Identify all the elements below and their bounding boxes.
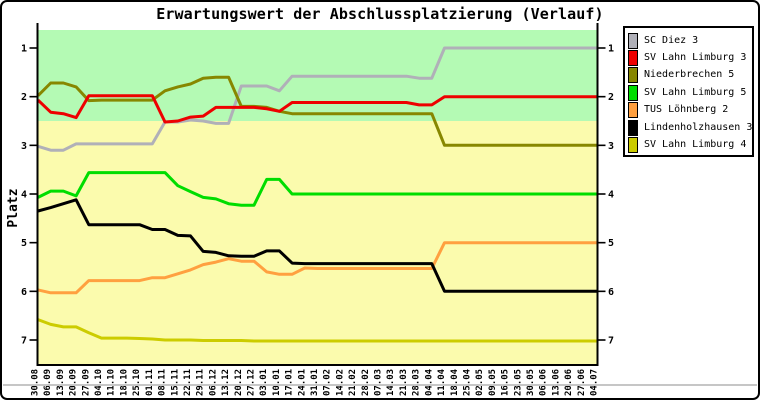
y-tick-label: 4 [608, 190, 614, 201]
legend-label: SV Lahn Limburg 4 [644, 139, 747, 151]
series-line-sc-diez-3 [37, 46, 597, 152]
x-tick-label: 25.10 [132, 369, 142, 396]
y-tick-label: 7 [21, 336, 27, 347]
x-tick-label: 22.11 [183, 369, 193, 396]
x-tick-label: 13.09 [56, 369, 66, 396]
y-tick-label: 5 [608, 238, 614, 249]
legend-label: SC Diez 3 [644, 34, 699, 46]
legend-item: Lindenholzhausen 3 [628, 119, 752, 136]
legend-label: Lindenholzhausen 3 [644, 121, 753, 133]
x-tick-label: 29.11 [196, 369, 206, 396]
legend-item: TUS Löhnberg 2 [628, 102, 752, 119]
x-tick-label: 24.01 [297, 369, 307, 396]
x-tick-label: 04.10 [94, 369, 104, 396]
x-tick-label: 21.03 [399, 369, 409, 396]
y-tick-label: 3 [21, 141, 27, 152]
legend-item: SC Diez 3 [628, 32, 752, 49]
legend-swatch [628, 119, 638, 136]
series-line-lindenholzhausen-3 [37, 198, 597, 293]
series-line-sv-lahn-limburg-5 [37, 171, 597, 207]
y-tick-label: 2 [21, 92, 27, 103]
legend-label: TUS Löhnberg 2 [644, 104, 729, 116]
x-tick-label: 17.01 [285, 369, 295, 396]
x-tick-label: 13.06 [551, 369, 561, 396]
x-tick-label: 27.12 [246, 369, 256, 396]
x-tick-label: 28.02 [361, 369, 371, 396]
legend-swatch [628, 137, 638, 154]
x-tick-label: 27.09 [81, 369, 91, 396]
legend-item: SV Lahn Limburg 4 [628, 136, 752, 154]
x-tick-label: 21.02 [348, 369, 358, 396]
x-tick-label: 04.07 [590, 369, 600, 396]
legend-item: Niederbrechen 5 [628, 67, 752, 84]
series-line-sv-lahn-limburg-3 [36, 94, 597, 124]
x-tick-label: 18.04 [450, 368, 460, 396]
bottom-separator [3, 384, 757, 386]
x-tick-label: 01.11 [145, 369, 155, 396]
chart-title: Erwartungswert der Abschlussplatzierung … [156, 5, 604, 23]
x-tick-label: 30.05 [526, 369, 536, 396]
x-tick-label: 20.06 [564, 369, 574, 396]
x-tick-label: 04.04 [424, 368, 434, 396]
legend-label: Niederbrechen 5 [644, 69, 735, 81]
series-line-sv-lahn-limburg-4 [37, 318, 597, 343]
legend-swatch [628, 32, 638, 49]
y-tick-label: 4 [21, 190, 27, 201]
x-tick-label: 08.11 [158, 369, 168, 396]
y-tick-label: 1 [608, 44, 614, 55]
series-line-tus-lohnberg-2 [37, 241, 597, 295]
series-line-niederbrechen-5 [36, 75, 597, 147]
y-tick-label: 2 [608, 92, 614, 103]
x-tick-label: 30.08 [31, 369, 41, 396]
x-tick-label: 13.12 [221, 369, 231, 396]
x-tick-label: 10.01 [272, 369, 282, 396]
y-tick-label: 1 [21, 44, 27, 55]
x-tick-label: 06.12 [208, 369, 218, 396]
x-tick-label: 25.04 [462, 368, 472, 396]
legend: SC Diez 3 SV Lahn Limburg 3 Niederbreche… [623, 26, 754, 157]
x-tick-label: 11.10 [107, 369, 117, 396]
y-tick-label: 3 [608, 141, 614, 152]
y-tick-label: 7 [608, 336, 614, 347]
y-tick-label: 5 [21, 238, 27, 249]
x-tick-label: 31.01 [310, 369, 320, 396]
x-tick-label: 06.09 [43, 369, 53, 396]
x-tick-label: 02.05 [475, 369, 485, 396]
y-axis-title: Platz [6, 188, 21, 228]
x-tick-label: 14.02 [335, 369, 345, 396]
x-tick-label: 28.03 [412, 369, 422, 396]
x-tick-label: 06.06 [539, 369, 549, 396]
legend-swatch [628, 102, 638, 119]
x-tick-label: 07.03 [374, 369, 384, 396]
x-tick-label: 15.11 [170, 369, 180, 396]
x-tick-label: 20.09 [69, 369, 79, 396]
y-tick-label: 6 [608, 287, 614, 298]
legend-swatch [628, 84, 638, 101]
x-tick-label: 03.01 [259, 369, 269, 396]
x-tick-label: 27.06 [577, 369, 587, 396]
legend-label: SV Lahn Limburg 3 [644, 52, 747, 64]
legend-label: SV Lahn Limburg 5 [644, 86, 747, 98]
x-tick-label: 07.02 [323, 369, 333, 396]
y-tick-label: 6 [21, 287, 27, 298]
x-tick-label: 11.04 [437, 368, 447, 396]
legend-item: SV Lahn Limburg 3 [628, 49, 752, 67]
legend-swatch [628, 67, 638, 84]
x-tick-label: 16.05 [501, 369, 511, 396]
x-tick-label: 18.10 [119, 369, 129, 396]
x-tick-label: 14.03 [386, 369, 396, 396]
x-tick-label: 09.05 [488, 369, 498, 396]
legend-item: SV Lahn Limburg 5 [628, 84, 752, 101]
x-tick-label: 23.05 [513, 369, 523, 396]
x-tick-label: 20.12 [234, 369, 244, 396]
legend-swatch [628, 50, 638, 67]
